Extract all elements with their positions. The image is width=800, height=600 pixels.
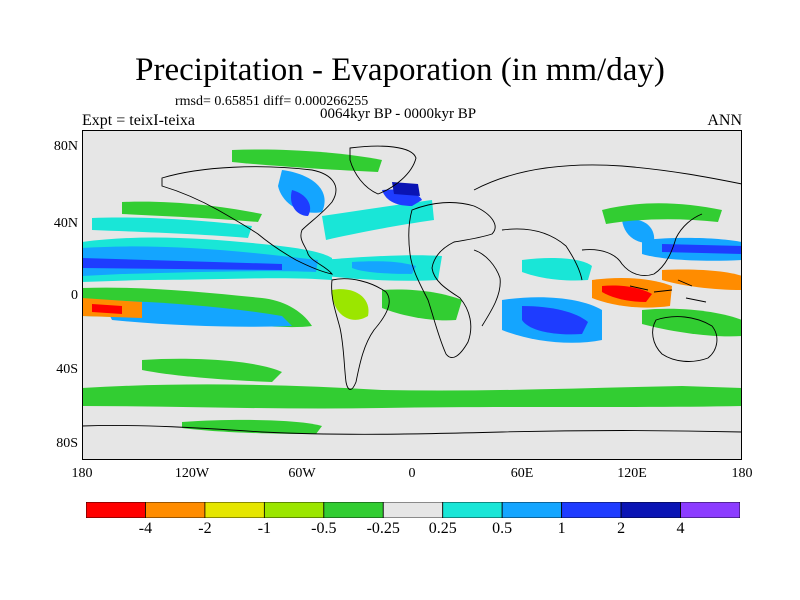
nw-europe-wet bbox=[392, 182, 420, 196]
arabian-sea bbox=[522, 258, 592, 281]
arctic-wet-1 bbox=[232, 149, 382, 172]
colorbar-swatch bbox=[442, 502, 503, 518]
colorbar-tick-label: -4 bbox=[138, 520, 153, 537]
colorbar-swatch bbox=[323, 502, 384, 518]
colorbar-swatch bbox=[561, 502, 622, 518]
indonesia-coast bbox=[629, 279, 707, 303]
experiment-label: Expt = teixI-teixa bbox=[82, 112, 195, 129]
coastlines bbox=[82, 145, 742, 435]
colorbar-swatch bbox=[501, 502, 563, 518]
colorbar bbox=[86, 502, 740, 518]
colorbar-swatch bbox=[263, 502, 325, 518]
south-west-pacific bbox=[642, 308, 742, 337]
southern-ocean-patch bbox=[142, 358, 282, 382]
colorbar-tick-label: 2 bbox=[617, 520, 626, 537]
period-label: 0064kyr BP - 0000kyr BP bbox=[320, 106, 477, 122]
lon-tick-180w: 180 bbox=[71, 466, 93, 481]
lon-tick-120w: 120W bbox=[174, 466, 210, 481]
south-pacific-wet bbox=[102, 300, 292, 327]
lat-tick-40s: 40S bbox=[56, 362, 78, 377]
north-atlantic-wet bbox=[322, 200, 434, 240]
lon-tick-120e: 120E bbox=[617, 466, 647, 481]
colorbar-swatch bbox=[145, 502, 206, 518]
colorbar-tick-label: 0.5 bbox=[492, 520, 513, 537]
anomaly-fields bbox=[82, 149, 742, 434]
philippines-wet bbox=[622, 219, 655, 243]
europe-africa-coast bbox=[408, 202, 496, 358]
lon-tick-60e: 60E bbox=[510, 466, 534, 481]
colorbar-swatch bbox=[86, 502, 146, 518]
stats-label: rmsd= 0.65851 diff= 0.000266255 bbox=[175, 94, 369, 109]
labrador-core bbox=[290, 190, 311, 216]
colorbar-tick-label: 4 bbox=[676, 520, 685, 537]
maritime-core bbox=[602, 285, 652, 302]
lat-tick-40n: 40N bbox=[53, 216, 78, 231]
lat-tick-80s: 80S bbox=[56, 436, 78, 451]
lat-tick-0: 0 bbox=[71, 288, 78, 303]
australia-coast bbox=[652, 316, 718, 362]
antarctica-coast bbox=[82, 425, 742, 435]
plot-title: Precipitation - Evaporation (in mm/day) bbox=[135, 52, 665, 88]
colorbar-tick-label: -0.25 bbox=[366, 520, 400, 537]
colorbar-tick-label: 1 bbox=[557, 520, 566, 537]
east-pacific-core bbox=[92, 304, 122, 314]
colorbar-swatch bbox=[680, 502, 740, 518]
colorbar-tick-label: 0.25 bbox=[428, 520, 457, 537]
antarctic-patch bbox=[182, 419, 322, 434]
season-label: ANN bbox=[707, 112, 742, 129]
lon-tick-60w: 60W bbox=[288, 466, 316, 481]
arctic-wet-2 bbox=[278, 170, 325, 213]
africa-east-coast bbox=[473, 249, 501, 327]
colorbar-swatch bbox=[382, 502, 444, 518]
colorbar-tick-label: -1 bbox=[257, 520, 272, 537]
indian-ocean-core bbox=[522, 306, 588, 335]
itcz-core bbox=[82, 258, 282, 270]
colorbar-swatch bbox=[204, 502, 265, 518]
map-frame bbox=[82, 130, 742, 460]
amazon-wet bbox=[332, 289, 369, 320]
colorbar-swatch bbox=[620, 502, 681, 518]
north-america-coast bbox=[161, 166, 337, 275]
greenland-coast bbox=[349, 145, 417, 195]
north-pacific-dry bbox=[122, 201, 262, 222]
lon-tick-0: 0 bbox=[408, 466, 416, 481]
lon-tick-180e: 180 bbox=[731, 466, 753, 481]
asia-coast bbox=[473, 164, 742, 281]
map-panel bbox=[82, 130, 742, 460]
west-pacific-core bbox=[662, 244, 742, 254]
lat-tick-80n: 80N bbox=[53, 139, 78, 154]
west-pacific-dry bbox=[662, 269, 742, 290]
south-america-coast bbox=[331, 278, 390, 390]
tropical-atlantic-core bbox=[352, 261, 416, 274]
south-atlantic-dry bbox=[382, 289, 462, 321]
colorbar-tick-label: -2 bbox=[198, 520, 212, 537]
southern-ocean-band bbox=[82, 384, 742, 409]
north-pacific-band bbox=[92, 217, 252, 238]
colorbar-tick-label: -0.5 bbox=[311, 520, 337, 537]
